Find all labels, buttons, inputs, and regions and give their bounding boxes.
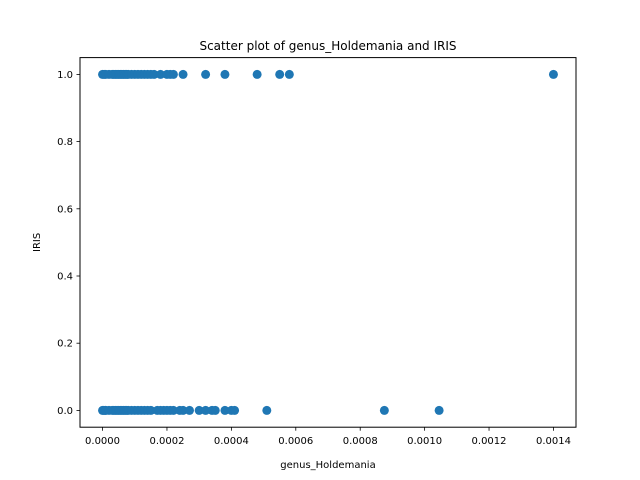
- y-tick-label: 0.8: [57, 137, 73, 148]
- data-point: [156, 69, 166, 79]
- data-point: [275, 69, 285, 79]
- data-point: [201, 69, 211, 79]
- points-layer: [98, 69, 558, 415]
- y-tick-label: 0.6: [57, 204, 73, 215]
- x-tick-label: 0.0000: [85, 436, 120, 447]
- data-point: [220, 69, 230, 79]
- data-point: [548, 69, 558, 79]
- y-tick-label: 0.2: [57, 339, 73, 350]
- data-point: [168, 69, 178, 79]
- data-point: [168, 405, 178, 415]
- data-point: [185, 405, 195, 415]
- data-point: [210, 405, 220, 415]
- x-tick-label: 0.0006: [278, 436, 313, 447]
- x-tick-label: 0.0012: [472, 436, 507, 447]
- data-point: [284, 69, 294, 79]
- y-tick-label: 0.4: [57, 272, 73, 283]
- data-point: [146, 405, 156, 415]
- data-point: [178, 69, 188, 79]
- data-point: [230, 405, 240, 415]
- x-tick-label: 0.0004: [214, 436, 249, 447]
- data-point: [178, 405, 188, 415]
- x-tick-label: 0.0010: [407, 436, 442, 447]
- chart-title: Scatter plot of genus_Holdemania and IRI…: [199, 39, 456, 53]
- x-tick-label: 0.0008: [343, 436, 378, 447]
- data-point: [194, 405, 204, 415]
- data-point: [220, 405, 230, 415]
- y-axis-ticks: 0.0 0.2 0.4 0.6 0.8 1.0: [57, 70, 80, 417]
- y-tick-label: 0.0: [57, 406, 73, 417]
- plot-frame: [79, 57, 577, 428]
- data-point: [262, 405, 272, 415]
- x-axis-ticks: 0.0000 0.0002 0.0004 0.0006 0.0008 0.0010 0.00…: [85, 427, 571, 447]
- data-point: [201, 405, 211, 415]
- data-point: [149, 69, 159, 79]
- data-point: [252, 69, 262, 79]
- y-tick-label: 1.0: [57, 70, 73, 81]
- x-tick-label: 0.0002: [149, 436, 184, 447]
- y-axis-label: IRIS: [32, 233, 43, 252]
- x-axis-label: genus_Holdemania: [280, 460, 375, 471]
- data-point: [434, 405, 444, 415]
- x-tick-label: 0.0014: [536, 436, 571, 447]
- data-point: [379, 405, 389, 415]
